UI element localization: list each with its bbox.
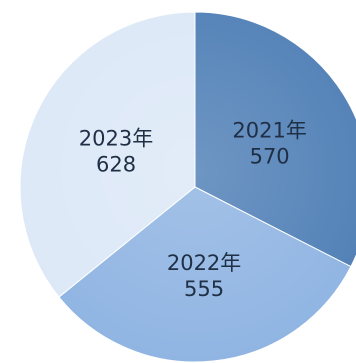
slice-value-label: 555 (184, 277, 224, 301)
slice-category-label: 2023年 (79, 126, 153, 150)
slice-value-label: 570 (250, 144, 290, 168)
pie-slices (19, 11, 356, 363)
slice-value-label: 628 (96, 152, 136, 176)
slice-category-label: 2021年 (232, 118, 306, 142)
slice-category-label: 2022年 (167, 251, 241, 275)
